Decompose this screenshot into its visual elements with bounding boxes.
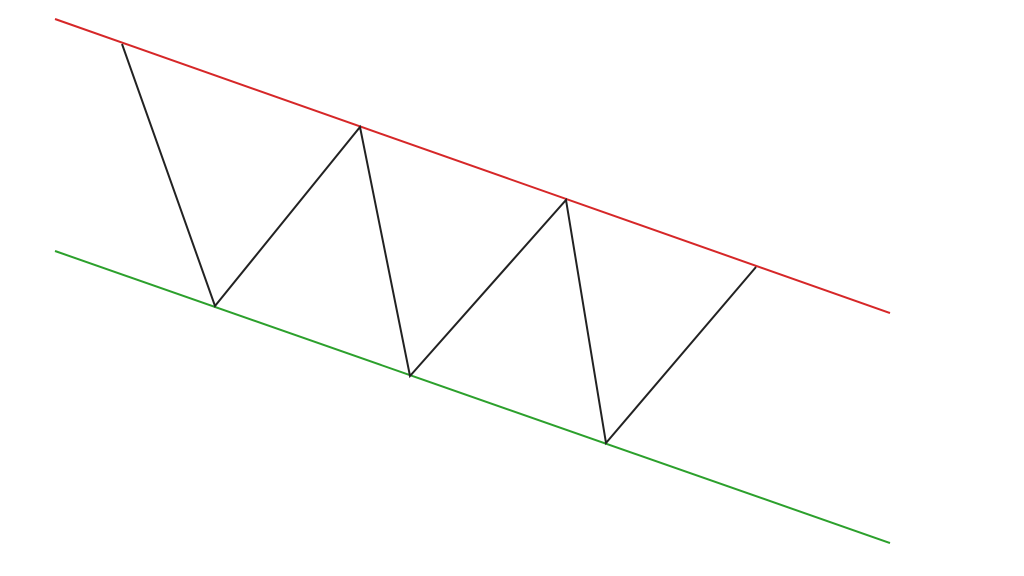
upper-trendline	[54, 18, 891, 314]
price-zigzag	[121, 43, 757, 446]
lower-trendline	[54, 250, 891, 544]
